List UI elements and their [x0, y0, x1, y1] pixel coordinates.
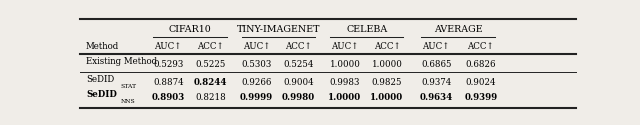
Text: 0.6865: 0.6865 [421, 60, 451, 69]
Text: 0.5254: 0.5254 [284, 60, 314, 69]
Text: 1.0000: 1.0000 [328, 93, 362, 102]
Text: 0.8218: 0.8218 [195, 93, 226, 102]
Text: 1.0000: 1.0000 [371, 93, 404, 102]
Text: 0.9266: 0.9266 [241, 78, 272, 87]
Text: SeDID: SeDID [86, 75, 114, 84]
Text: 0.5293: 0.5293 [153, 60, 184, 69]
Text: 0.5303: 0.5303 [241, 60, 272, 69]
Text: AUC↑: AUC↑ [243, 42, 270, 51]
Text: 0.6826: 0.6826 [465, 60, 496, 69]
Text: AUC↑: AUC↑ [331, 42, 358, 51]
Text: Existing Method: Existing Method [86, 57, 157, 66]
Text: 0.9374: 0.9374 [421, 78, 451, 87]
Text: NNS: NNS [121, 99, 136, 104]
Text: 0.9999: 0.9999 [240, 93, 273, 102]
Text: CIFAR10: CIFAR10 [169, 25, 211, 34]
Text: 0.9004: 0.9004 [284, 78, 314, 87]
Text: 0.9980: 0.9980 [282, 93, 316, 102]
Text: AUC↑: AUC↑ [154, 42, 182, 51]
Text: ACC↑: ACC↑ [197, 42, 224, 51]
Text: TINY-IMAGENET: TINY-IMAGENET [237, 25, 320, 34]
Text: 0.9399: 0.9399 [464, 93, 497, 102]
Text: ACC↑: ACC↑ [467, 42, 494, 51]
Text: 0.9024: 0.9024 [465, 78, 496, 87]
Text: 1.0000: 1.0000 [372, 60, 403, 69]
Text: CELEBA: CELEBA [346, 25, 387, 34]
Text: STAT: STAT [121, 84, 137, 89]
Text: SeDID: SeDID [86, 90, 117, 99]
Text: 0.8874: 0.8874 [153, 78, 184, 87]
Text: Method: Method [86, 42, 119, 51]
Text: 0.9983: 0.9983 [330, 78, 360, 87]
Text: 1.0000: 1.0000 [330, 60, 360, 69]
Text: 0.8903: 0.8903 [152, 93, 185, 102]
Text: 0.5225: 0.5225 [195, 60, 226, 69]
Text: 0.9825: 0.9825 [372, 78, 403, 87]
Text: AUC↑: AUC↑ [422, 42, 450, 51]
Text: 0.8244: 0.8244 [194, 78, 227, 87]
Text: ACC↑: ACC↑ [374, 42, 401, 51]
Text: AVERAGE: AVERAGE [434, 25, 483, 34]
Text: 0.9634: 0.9634 [419, 93, 452, 102]
Text: ACC↑: ACC↑ [285, 42, 312, 51]
